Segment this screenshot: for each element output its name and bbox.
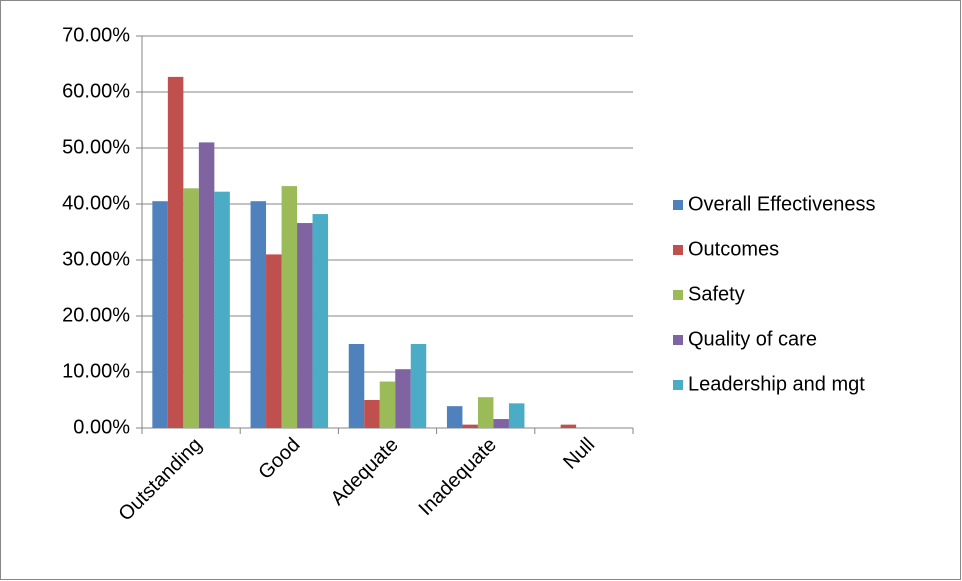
bar — [477, 397, 494, 428]
bar — [281, 186, 298, 428]
bar — [446, 406, 463, 428]
bar — [395, 369, 411, 428]
bar — [152, 201, 168, 428]
bar — [379, 381, 396, 428]
bar — [493, 419, 509, 428]
y-tick-label: 70.00% — [62, 24, 130, 46]
bar — [198, 142, 215, 428]
y-tick-label: 10.00% — [62, 360, 130, 382]
bar — [250, 201, 267, 428]
y-tick-label: 20.00% — [62, 304, 130, 326]
legend-swatch — [673, 290, 683, 300]
y-tick-label: 60.00% — [62, 80, 130, 102]
bar — [297, 223, 313, 428]
bar — [364, 400, 380, 428]
bar — [348, 344, 365, 428]
bar — [183, 188, 199, 428]
y-tick-label: 50.00% — [62, 136, 130, 158]
bar — [214, 191, 230, 428]
legend-label: Leadership and mgt — [688, 373, 865, 395]
legend-swatch — [673, 200, 683, 210]
bar — [462, 424, 478, 428]
y-tick-label: 30.00% — [62, 248, 130, 270]
legend-swatch — [673, 245, 683, 255]
legend-label: Safety — [688, 283, 745, 305]
bar — [508, 403, 525, 428]
legend-label: Outcomes — [688, 238, 779, 260]
legend-swatch — [673, 335, 683, 345]
legend-label: Overall Effectiveness — [688, 193, 876, 215]
legend-swatch — [673, 380, 683, 390]
legend-label: Quality of care — [688, 328, 817, 350]
bar — [167, 76, 184, 428]
bar — [560, 424, 577, 428]
bar — [312, 214, 329, 428]
y-tick-label: 0.00% — [73, 416, 130, 438]
y-tick-label: 40.00% — [62, 192, 130, 214]
bar — [410, 344, 427, 428]
bar — [266, 254, 282, 428]
